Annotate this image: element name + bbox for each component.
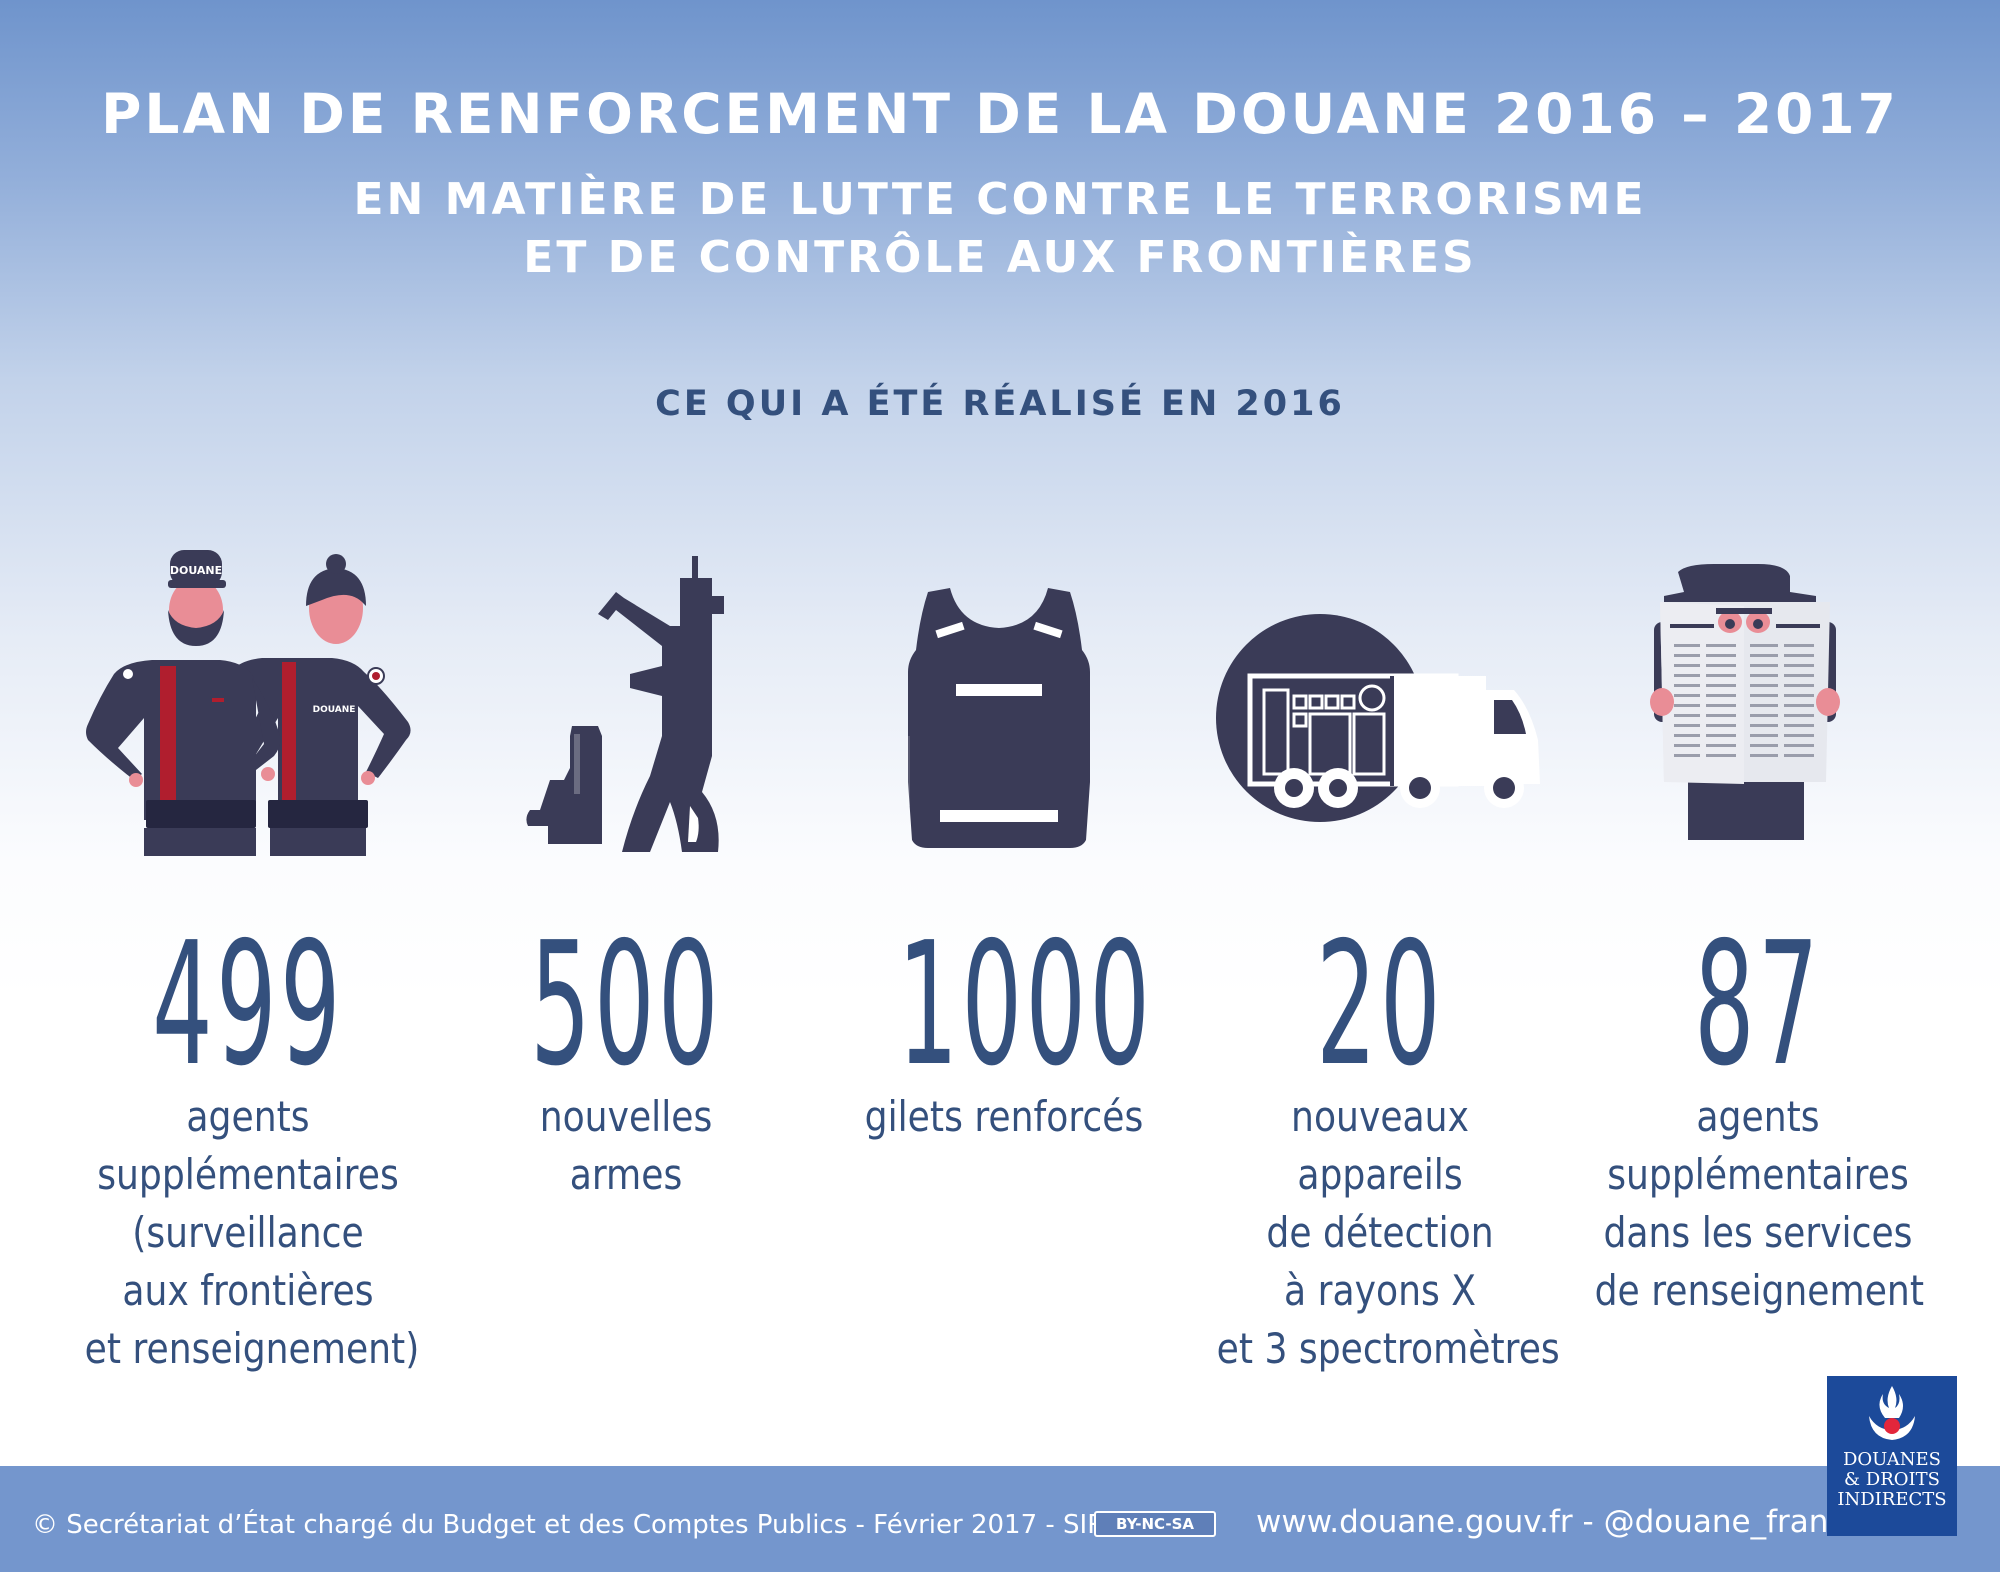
rifle-icon [598, 556, 724, 852]
stat-line: et renseignement) [84, 1324, 420, 1373]
logo-line: INDIRECTS [1837, 1489, 1947, 1510]
stat-line: appareils [1297, 1150, 1463, 1199]
stat-description: nouveaux appareils de détection à rayons… [1216, 1088, 1560, 1378]
chest-label: DOUANE [313, 705, 356, 715]
page-subtitle-line1: EN MATIÈRE DE LUTTE CONTRE LE TERRORISME [353, 174, 1647, 225]
stat-line: nouvelles [539, 1092, 713, 1141]
stat-intelligence-agents: 87 agents supplémentaires dans les servi… [1568, 920, 1948, 1320]
stat-line: agents [186, 1092, 310, 1141]
stat-agents-border: 499 agents supplémentaires (surveillance… [58, 920, 438, 1378]
stat-line: et 3 spectromètres [1216, 1324, 1560, 1373]
xray-truck-icon [1216, 614, 1540, 822]
stat-line: agents [1696, 1092, 1820, 1141]
flame-emblem-icon [1869, 1386, 1915, 1440]
logo-line: DOUANES [1842, 1449, 1942, 1470]
stat-value: 20 [1316, 906, 1444, 1104]
stat-line: de détection [1266, 1208, 1494, 1257]
female-agent-icon: DOUANE [232, 554, 411, 828]
pistol-icon [526, 726, 602, 844]
stat-line: dans les services [1603, 1208, 1913, 1257]
spy-newspaper-icon [1650, 564, 1840, 840]
logo-line: & DROITS [1844, 1469, 1940, 1490]
male-agent-icon: DOUANE [86, 550, 366, 856]
stat-line: à rayons X [1283, 1266, 1477, 1315]
cap-label: DOUANE [170, 564, 222, 577]
stat-vests: 1000 gilets renforcés [814, 920, 1194, 1146]
section-heading: CE QUI A ÉTÉ RÉALISÉ EN 2016 [655, 384, 1345, 424]
copyright-text: © Secrétariat d’État chargé du Budget et… [32, 1510, 1166, 1540]
stat-value: 499 [152, 906, 344, 1104]
footer-bar [0, 1466, 2000, 1572]
stat-line: de renseignement [1594, 1266, 1924, 1315]
stat-xray-devices: 20 nouveaux appareils de détection à ray… [1190, 920, 1570, 1378]
stat-line: (surveillance [132, 1208, 364, 1257]
logo-text: DOUANES & DROITS INDIRECTS [1827, 1450, 1957, 1510]
stat-line: armes [569, 1150, 683, 1199]
stat-description: agents supplémentaires (surveillance aux… [84, 1088, 420, 1378]
stat-value: 87 [1694, 906, 1822, 1104]
stat-description: nouvelles armes [463, 1088, 790, 1204]
weapons-icon [526, 556, 724, 852]
stat-line: nouveaux [1291, 1092, 1469, 1141]
stat-line: supplémentaires [1607, 1150, 1909, 1199]
stat-weapons: 500 nouvelles armes [436, 920, 816, 1204]
stat-value: 500 [530, 906, 722, 1104]
truck-icon [1247, 673, 1540, 808]
page-title: PLAN DE RENFORCEMENT DE LA DOUANE 2016 –… [101, 82, 1899, 146]
stat-value: 1000 [897, 906, 1154, 1104]
website-link[interactable]: www.douane.gouv.fr - @douane_france [1256, 1504, 1865, 1540]
license-badge: BY-NC-SA [1094, 1511, 1216, 1537]
stat-line: gilets renforcés [864, 1092, 1144, 1141]
stat-description: gilets renforcés [841, 1088, 1168, 1146]
douanes-logo: DOUANES & DROITS INDIRECTS [1827, 1376, 1957, 1536]
page-subtitle-line2: ET DE CONTRÔLE AUX FRONTIÈRES [523, 232, 1477, 283]
stat-line: supplémentaires [97, 1150, 399, 1199]
stat-line: aux frontières [122, 1266, 374, 1315]
bulletproof-vest-icon [906, 588, 1090, 848]
stat-description: agents supplémentaires dans les services… [1594, 1088, 1924, 1320]
customs-agents-icon: DOUANE DOUANE [86, 550, 411, 856]
